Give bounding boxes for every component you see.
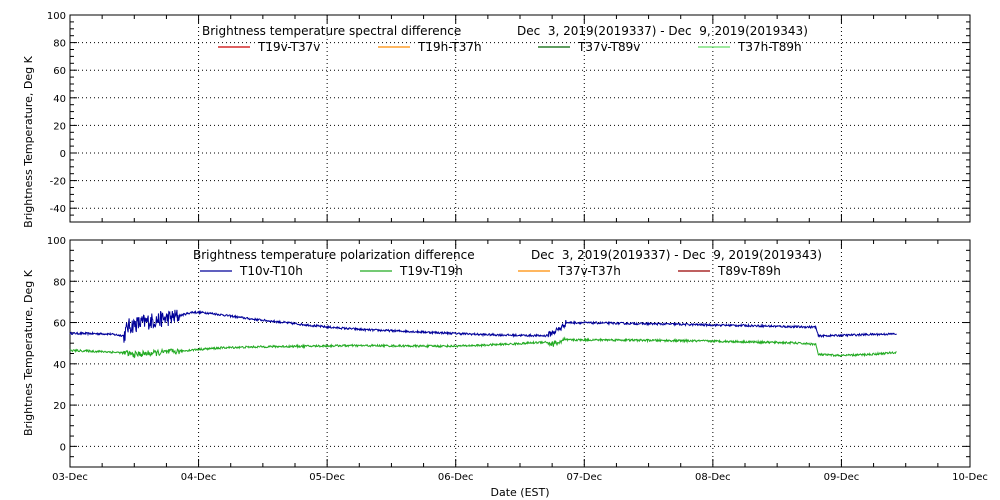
- panel1-frame: [69, 14, 971, 223]
- legend-label: T37v-T37h: [557, 264, 621, 278]
- panel2-y-ticks: 0 20 40 60 80 100: [47, 236, 970, 468]
- y-tick-label: 20: [53, 401, 66, 412]
- legend-label: T10v-T10h: [239, 264, 303, 278]
- panel2-frame: [69, 239, 971, 468]
- panel1-legend: T19v-T37v T19h-T37h T37v-T89v T37h-T89h: [218, 40, 802, 54]
- y-tick-label: 40: [53, 360, 66, 371]
- panel2-grid: [70, 240, 970, 467]
- panel2-y-axis-label: Brightnes Temperature, Deg K: [22, 269, 35, 436]
- legend-label: T37v-T89v: [577, 40, 640, 54]
- x-tick-label: 10-Dec: [952, 472, 988, 483]
- y-tick-label: 20: [53, 121, 66, 132]
- legend-label: T19v-T19h: [399, 264, 463, 278]
- panel1-y-axis-label: Brightness Temperature, Deg K: [22, 55, 35, 227]
- panel2-legend: T10v-T10h T19v-T19h T37v-T37h T89v-T89h: [200, 264, 781, 278]
- y-tick-label: -40: [50, 204, 66, 215]
- panel2-x-ticks: 03-Dec 04-Dec 05-Dec 06-Dec 07-Dec 08-Dec 09-D…: [52, 240, 988, 483]
- y-tick-label: 100: [47, 11, 66, 22]
- y-tick-label: 80: [53, 39, 66, 50]
- panel2-date-range: Dec 3, 2019(2019337) - Dec 9, 2019(20193…: [531, 248, 822, 262]
- y-tick-label: 60: [53, 319, 66, 330]
- y-tick-label: -20: [50, 177, 66, 188]
- series-line-T10v-T10h: [69, 309, 897, 343]
- x-tick-label: 06-Dec: [438, 472, 474, 483]
- legend-label: T19h-T37h: [417, 40, 482, 54]
- y-tick-label: 0: [60, 442, 66, 453]
- legend-label: T19v-T37v: [257, 40, 320, 54]
- panel1-title: Brightness temperature spectral differen…: [202, 24, 461, 38]
- y-tick-label: 60: [53, 66, 66, 77]
- panel1-y-ticks: -40 -20 0 20 40 60 80 100: [47, 11, 970, 223]
- spectral-difference-panel: -40 -20 0 20 40 60 80 100 Brightness temperatur…: [22, 11, 971, 228]
- x-tick-label: 05-Dec: [309, 472, 345, 483]
- panel2-title: Brightness temperature polarization diff…: [193, 248, 475, 262]
- series-line-T19v-T19h: [69, 336, 897, 359]
- panel1-date-range: Dec 3, 2019(2019337) - Dec 9, 2019(20193…: [517, 24, 808, 38]
- legend-label: T37h-T89h: [737, 40, 802, 54]
- legend-label: T89v-T89h: [717, 264, 781, 278]
- x-tick-label: 09-Dec: [824, 472, 860, 483]
- panel1-grid: [70, 15, 970, 222]
- x-tick-label: 08-Dec: [695, 472, 731, 483]
- panel1-x-ticks: [69, 15, 971, 222]
- x-axis-label: Date (EST): [490, 486, 549, 499]
- y-tick-label: 80: [53, 277, 66, 288]
- y-tick-label: 100: [47, 236, 66, 247]
- polarization-difference-panel: 0 20 40 60 80 100 03-Dec 04-Dec 05-Dec 06-Dec 07-…: [22, 236, 988, 499]
- y-tick-label: 0: [60, 149, 66, 160]
- x-tick-label: 03-Dec: [52, 472, 88, 483]
- x-tick-label: 07-Dec: [566, 472, 602, 483]
- panel2-series: [69, 309, 897, 359]
- y-tick-label: 40: [53, 94, 66, 105]
- x-tick-label: 04-Dec: [181, 472, 217, 483]
